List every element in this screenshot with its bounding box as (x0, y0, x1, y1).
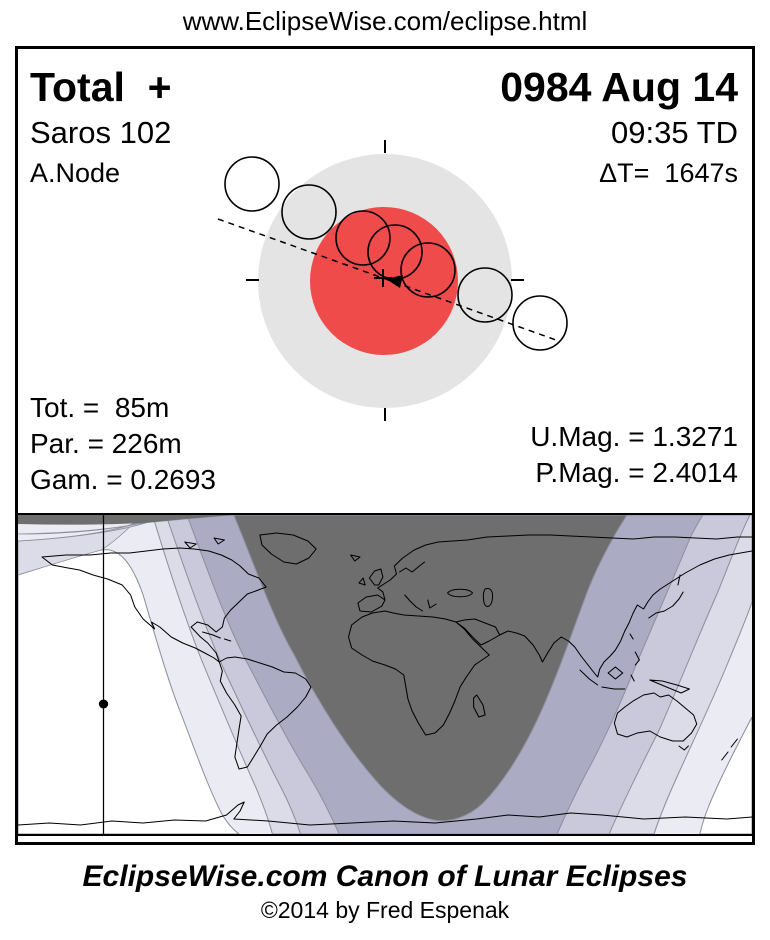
footer-copyright: ©2014 by Fred Espenak (260, 897, 510, 923)
eclipse-time: 09:35 TD (611, 115, 738, 150)
gamma-value: Gam. = 0.2693 (30, 464, 217, 495)
eclipse-type: Total + (30, 64, 172, 110)
eclipse-date: 0984 Aug 14 (500, 64, 738, 110)
eclipse-card-frame (15, 46, 755, 845)
node-label: A.Node (30, 158, 121, 188)
moon-outline (224, 156, 280, 212)
tick-marks (246, 140, 524, 421)
zone-not-visible (233, 515, 628, 822)
umbral-magnitude: U.Mag. = 1.3271 (530, 421, 738, 452)
motion-arrow-icon (386, 275, 403, 288)
moon-outline (512, 295, 568, 351)
shadow-diagram (217, 140, 568, 421)
footer-title: EclipseWise.com Canon of Lunar Eclipses (82, 860, 688, 893)
coastlines (18, 532, 752, 826)
partial-duration: Par. = 226m (30, 428, 182, 459)
saros-label: Saros 102 (30, 115, 172, 150)
moon-outline (400, 242, 456, 298)
zone-white-corner (699, 716, 752, 834)
totality-duration: Tot. = 85m (30, 392, 170, 423)
moon-outline (281, 184, 337, 240)
sublunar-point (98, 699, 109, 709)
moon-outline (335, 210, 391, 266)
header-url: www.EclipseWise.com/eclipse.html (182, 6, 588, 36)
visibility-map (18, 513, 752, 836)
zone-wrap-not-visible (18, 515, 234, 525)
delta-t-value: ΔT= 1647s (599, 158, 738, 188)
penumbral-magnitude: P.Mag. = 2.4014 (535, 457, 738, 488)
moon-path-circles (224, 156, 568, 351)
center-cross (374, 269, 392, 287)
moon-outline (457, 267, 513, 323)
